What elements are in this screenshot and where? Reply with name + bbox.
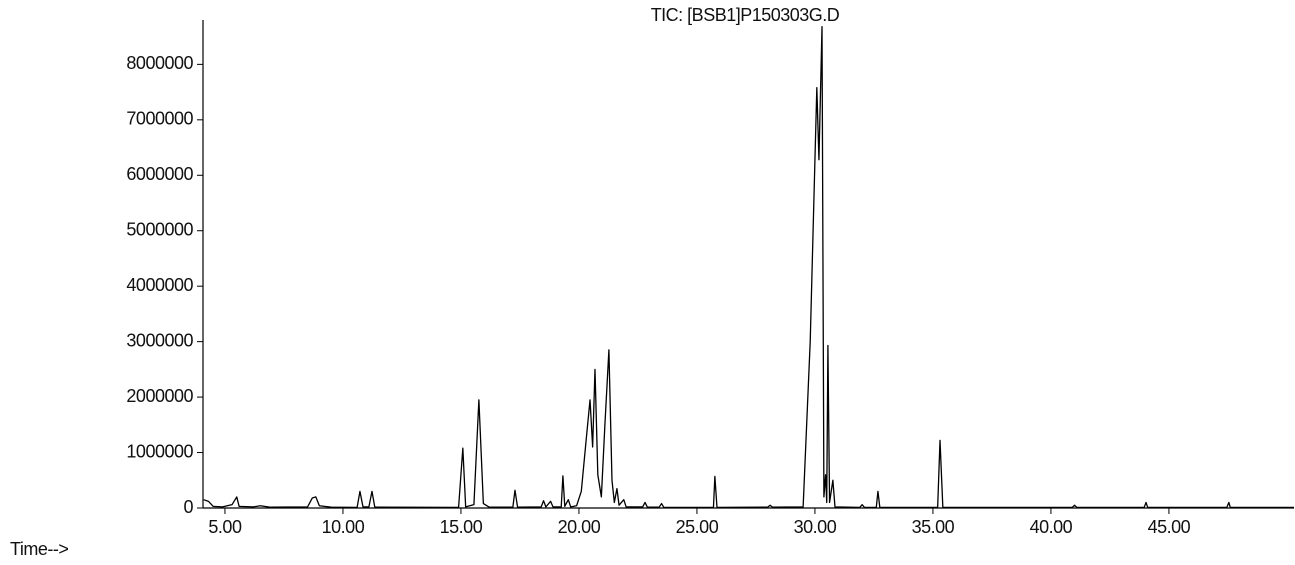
x-tick-label: 25.00 [676, 517, 719, 537]
x-tick-label: 5.00 [208, 517, 242, 537]
y-tick-label: 7000000 [126, 109, 193, 129]
y-tick-label: 8000000 [126, 53, 193, 73]
y-tick-label: 1000000 [126, 441, 193, 461]
signal-line [203, 26, 1294, 509]
x-tick-label: 35.00 [912, 517, 955, 537]
y-tick-label: 4000000 [126, 275, 193, 295]
y-tick-label: 2000000 [126, 386, 193, 406]
y-tick-label: 6000000 [126, 164, 193, 184]
x-tick-label: 10.00 [322, 517, 365, 537]
x-tick-label: 20.00 [558, 517, 601, 537]
chart-title: TIC: [BSB1]P150303G.D [651, 5, 840, 25]
x-tick-label: 45.00 [1148, 517, 1191, 537]
y-tick-label: 5000000 [126, 219, 193, 239]
y-tick-label: 3000000 [126, 330, 193, 350]
x-tick-label: 15.00 [440, 517, 483, 537]
x-tick-label: 30.00 [794, 517, 837, 537]
x-axis-label: Time--> [10, 539, 68, 559]
x-tick-label: 40.00 [1030, 517, 1073, 537]
y-tick-label: 0 [183, 497, 193, 517]
